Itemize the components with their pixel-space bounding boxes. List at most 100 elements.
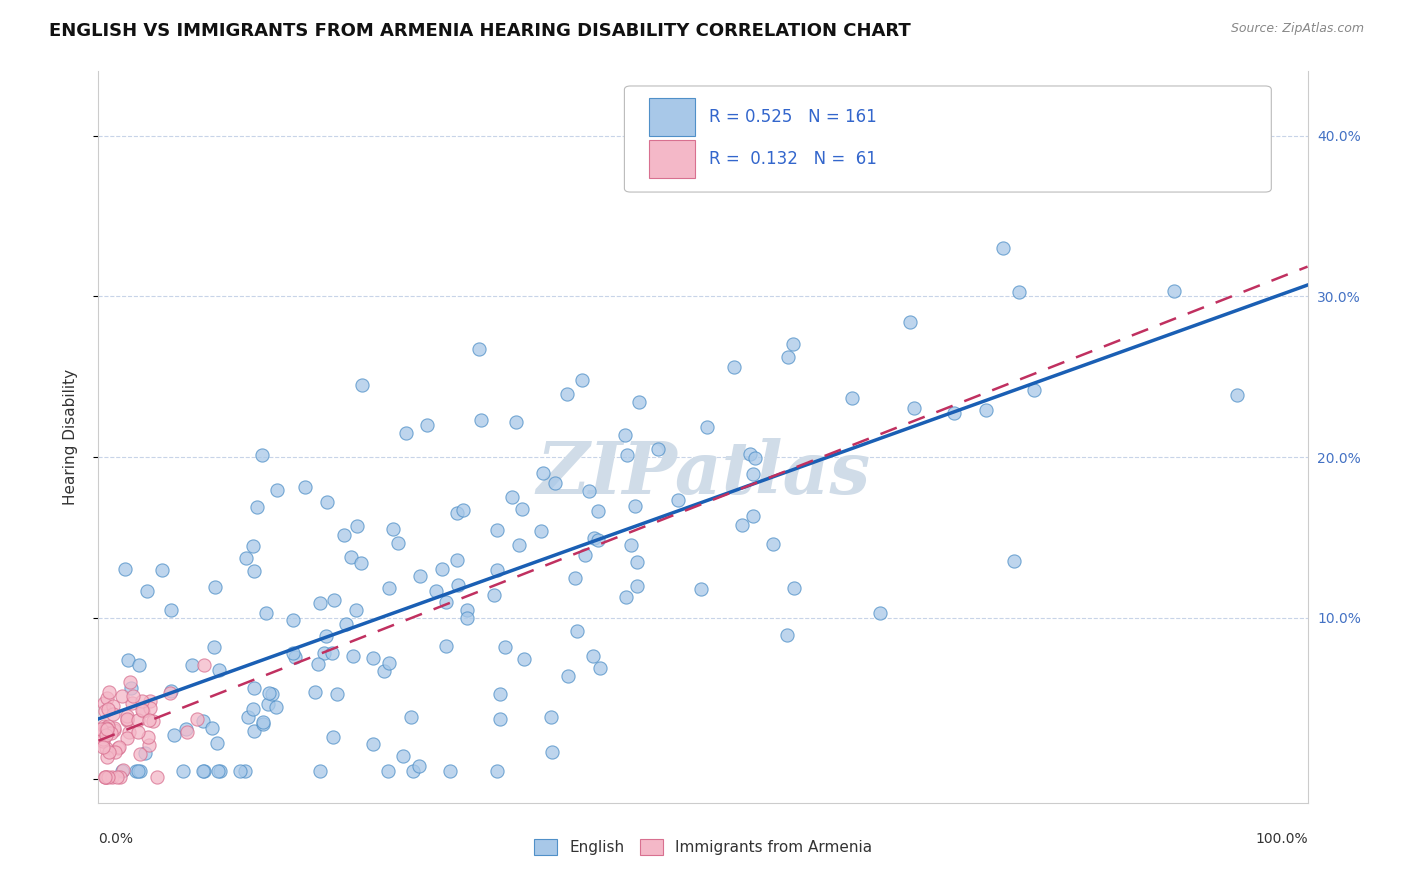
Point: [1163, 285, 1185, 299]
Point: [588, 504, 610, 518]
Point: [93, 696, 115, 710]
Point: [181, 658, 204, 673]
Point: [1008, 285, 1031, 300]
Point: [586, 533, 609, 547]
Point: [447, 578, 470, 592]
Point: [557, 668, 579, 682]
Point: [391, 749, 413, 764]
Point: [283, 613, 305, 627]
Point: [744, 451, 766, 466]
Point: [626, 579, 648, 593]
Point: [97, 770, 120, 784]
Point: [128, 657, 150, 672]
Point: [242, 564, 264, 578]
Point: [335, 616, 357, 631]
Point: [456, 611, 478, 625]
Point: [446, 506, 468, 520]
Point: [740, 447, 762, 461]
Point: [869, 606, 891, 620]
Point: [235, 550, 257, 565]
Point: [510, 501, 533, 516]
Point: [96, 722, 118, 736]
Point: [107, 740, 129, 755]
Point: [315, 629, 337, 643]
Point: [689, 582, 711, 596]
Point: [186, 712, 208, 726]
Point: [142, 714, 165, 728]
Point: [312, 646, 335, 660]
Point: [695, 419, 717, 434]
Point: [350, 556, 373, 570]
Point: [96, 721, 118, 735]
Point: [94, 704, 117, 718]
Point: [540, 710, 562, 724]
Point: [202, 640, 225, 655]
Point: [115, 731, 138, 746]
Point: [361, 737, 384, 751]
Point: [513, 652, 536, 666]
Point: [378, 656, 401, 670]
Point: [903, 401, 925, 415]
Point: [373, 665, 395, 679]
Point: [626, 555, 648, 569]
Point: [111, 689, 134, 703]
Point: [470, 413, 492, 427]
Point: [111, 763, 134, 777]
Point: [776, 350, 799, 364]
Point: [565, 624, 588, 639]
Point: [761, 537, 783, 551]
Point: [242, 540, 264, 554]
Point: [96, 690, 118, 705]
Y-axis label: Hearing Disability: Hearing Disability: [63, 369, 77, 505]
Point: [1024, 384, 1046, 398]
Point: [97, 719, 120, 733]
Point: [93, 719, 115, 733]
Point: [101, 706, 124, 721]
Point: [129, 747, 152, 761]
Point: [94, 740, 117, 755]
Point: [193, 764, 215, 778]
Text: R = 0.525   N = 161: R = 0.525 N = 161: [709, 109, 877, 127]
Point: [508, 538, 530, 552]
Point: [100, 726, 122, 740]
Point: [125, 764, 148, 778]
Point: [129, 764, 152, 778]
Point: [531, 467, 554, 481]
Point: [342, 649, 364, 664]
Point: [530, 524, 553, 538]
Point: [111, 764, 134, 778]
Point: [91, 740, 114, 755]
Point: [191, 714, 214, 728]
Point: [266, 483, 288, 497]
Point: [942, 406, 965, 420]
Point: [322, 731, 344, 745]
Point: [103, 698, 125, 713]
Point: [93, 770, 115, 784]
Point: [571, 373, 593, 387]
Point: [257, 697, 280, 711]
Point: [485, 764, 508, 778]
Point: [243, 723, 266, 738]
Point: [159, 686, 181, 700]
Point: [127, 764, 149, 778]
Point: [136, 584, 159, 599]
Point: [974, 403, 997, 417]
Point: [564, 571, 586, 585]
Point: [741, 509, 763, 524]
Legend: English, Immigrants from Armenia: English, Immigrants from Armenia: [529, 833, 877, 861]
Point: [96, 726, 118, 740]
Point: [174, 722, 197, 736]
Point: [402, 764, 425, 778]
Text: ENGLISH VS IMMIGRANTS FROM ARMENIA HEARING DISABILITY CORRELATION CHART: ENGLISH VS IMMIGRANTS FROM ARMENIA HEARI…: [49, 22, 911, 40]
Point: [339, 550, 361, 565]
Point: [647, 442, 669, 456]
Point: [160, 603, 183, 617]
Point: [377, 764, 399, 778]
Point: [456, 603, 478, 617]
Point: [250, 449, 273, 463]
Point: [505, 415, 527, 429]
Point: [201, 721, 224, 735]
Point: [361, 651, 384, 665]
Point: [127, 713, 149, 727]
Point: [204, 580, 226, 594]
